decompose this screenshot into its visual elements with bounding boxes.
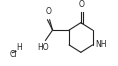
Text: H: H xyxy=(17,43,22,52)
Text: HO: HO xyxy=(37,43,49,52)
Text: Cl: Cl xyxy=(9,50,17,59)
Text: O: O xyxy=(46,7,51,16)
Text: O: O xyxy=(78,0,84,9)
Text: NH: NH xyxy=(95,40,106,49)
